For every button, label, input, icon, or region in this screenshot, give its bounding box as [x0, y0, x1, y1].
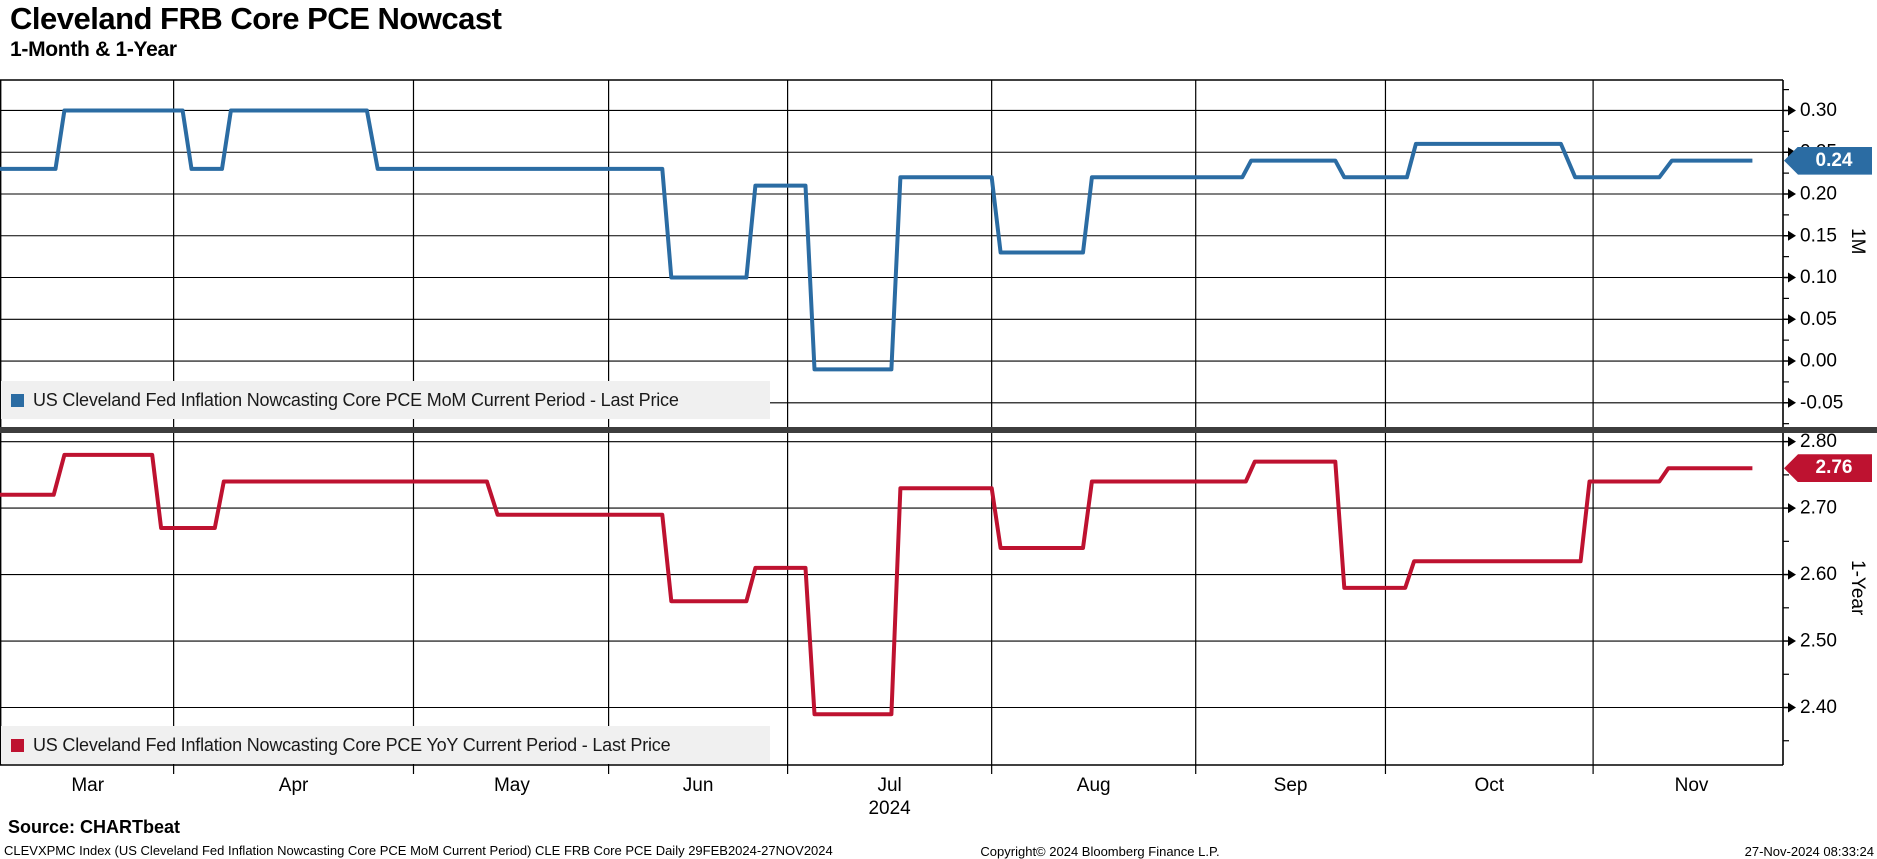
y-tick-label: 2.60 [1800, 564, 1837, 585]
x-month-label: Apr [279, 775, 309, 796]
y-axis-tick-arrow-icon [1788, 397, 1796, 408]
ticker-description: CLEVXPMC Index (US Cleveland Fed Inflati… [4, 843, 833, 858]
x-year-label: 2024 [868, 798, 911, 819]
mom-last-price-badge: 0.24 [1784, 146, 1872, 175]
legend-mom[interactable]: US Cleveland Fed Inflation Nowcasting Co… [1, 381, 770, 419]
y-tick-label: -0.05 [1800, 392, 1843, 413]
x-month-label: Nov [1675, 775, 1709, 796]
y-axis-tick-arrow-icon [1788, 105, 1796, 116]
axis-title-1m: 1M [1847, 228, 1868, 255]
y-axis-tick-arrow-icon [1788, 702, 1796, 713]
yoy-last-price-badge: 2.76 [1784, 454, 1872, 483]
x-month-label: Mar [71, 775, 104, 796]
x-month-label: Jun [683, 775, 714, 796]
yoy-series-marker-icon [11, 738, 24, 752]
y-tick-label: 2.40 [1800, 697, 1837, 718]
y-axis-tick-arrow-icon [1788, 569, 1796, 580]
y-axis-tick-arrow-icon [1788, 230, 1796, 241]
x-month-label: Sep [1274, 775, 1308, 796]
axis-title-1year: 1-Year [1847, 560, 1868, 616]
y-axis-tick-arrow-icon [1788, 503, 1796, 514]
source-note: Source: CHARTbeat [8, 817, 181, 837]
y-axis-tick-arrow-icon [1788, 636, 1796, 647]
timestamp: 27-Nov-2024 08:33:24 [1744, 844, 1874, 859]
y-tick-label: 0.20 [1800, 183, 1837, 204]
x-month-label: May [494, 775, 530, 796]
y-axis-tick-arrow-icon [1788, 188, 1796, 199]
yoy-series-line [0, 452, 1753, 717]
legend-mom-label: US Cleveland Fed Inflation Nowcasting Co… [33, 389, 679, 410]
page-title: Cleveland FRB Core PCE Nowcast [10, 1, 502, 36]
y-tick-label: 2.70 [1800, 498, 1837, 519]
copyright-note: Copyright© 2024 Bloomberg Finance L.P. [980, 844, 1220, 859]
y-tick-label: 0.30 [1800, 100, 1837, 121]
x-month-label: Oct [1474, 775, 1504, 796]
x-month-label: Jul [877, 775, 901, 796]
mom-series-line [0, 108, 1753, 372]
x-month-label: Aug [1077, 775, 1111, 796]
y-axis-tick-arrow-icon [1788, 356, 1796, 367]
y-axis-tick-arrow-icon [1788, 436, 1796, 447]
panel-separator [0, 427, 1877, 433]
legend-yoy-label: US Cleveland Fed Inflation Nowcasting Co… [33, 734, 671, 755]
y-axis-tick-arrow-icon [1788, 272, 1796, 283]
mom-series-marker-icon [11, 393, 24, 407]
page-subtitle: 1-Month & 1-Year [10, 38, 177, 61]
y-tick-label: 2.80 [1800, 431, 1837, 452]
legend-yoy[interactable]: US Cleveland Fed Inflation Nowcasting Co… [1, 726, 770, 764]
y-tick-label: 0.15 [1800, 225, 1837, 246]
y-tick-label: 2.50 [1800, 631, 1837, 652]
y-tick-label: 0.00 [1800, 351, 1837, 372]
y-axis-tick-arrow-icon [1788, 314, 1796, 325]
y-tick-label: 0.10 [1800, 267, 1837, 288]
y-tick-label: 0.05 [1800, 309, 1837, 330]
